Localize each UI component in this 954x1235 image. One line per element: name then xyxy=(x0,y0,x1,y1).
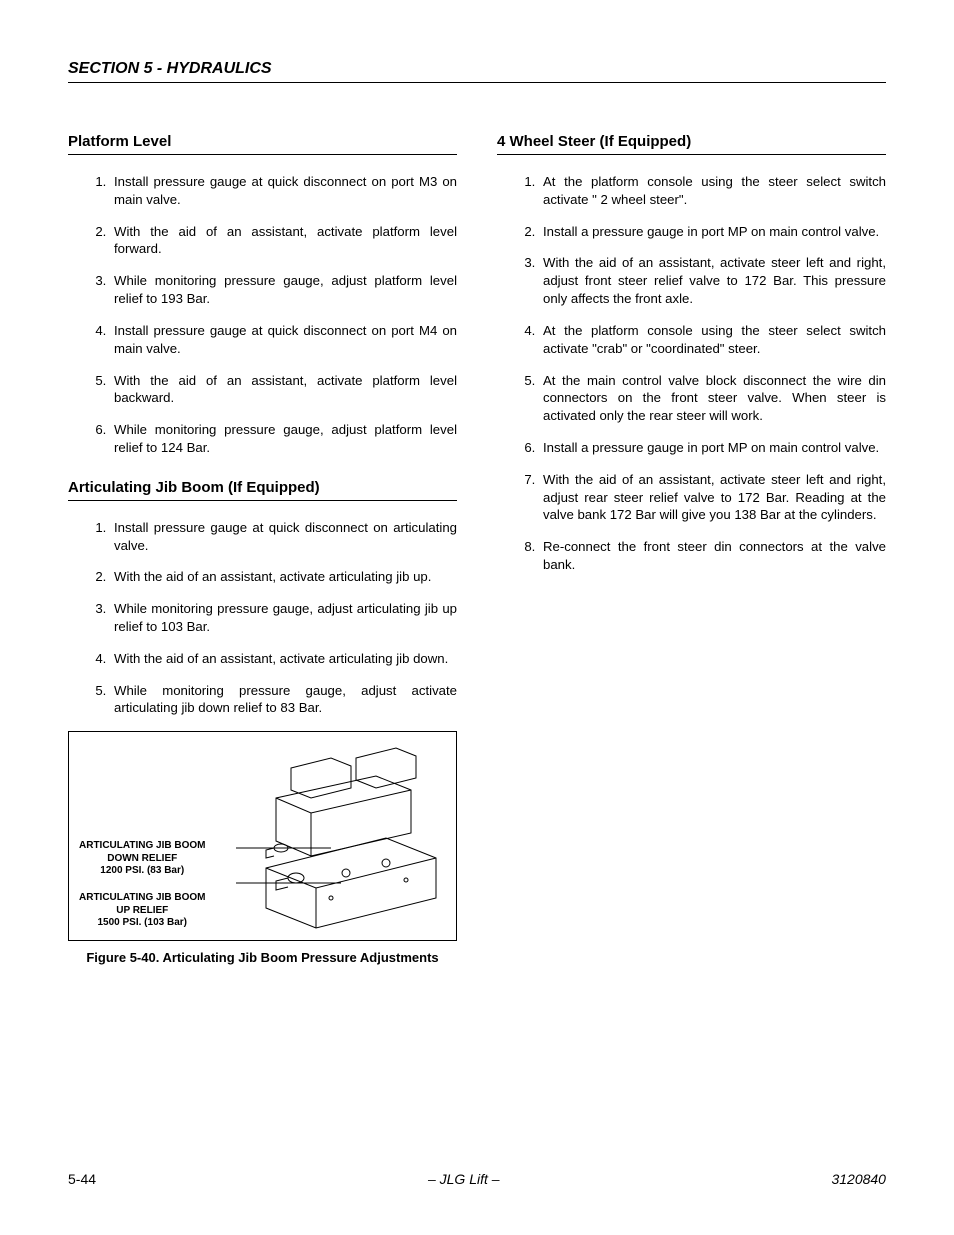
figure-label-down: ARTICULATING JIB BOOM DOWN RELIEF 1200 P… xyxy=(79,840,205,878)
list-item: Install pressure gauge at quick disconne… xyxy=(110,173,457,209)
list-item: While monitoring pressure gauge, adjust … xyxy=(110,272,457,308)
list-item: With the aid of an assistant, activate p… xyxy=(110,223,457,259)
footer-page-number: 5-44 xyxy=(68,1171,96,1187)
footer-brand: – JLG Lift – xyxy=(428,1171,500,1187)
list-item: Install pressure gauge at quick disconne… xyxy=(110,519,457,555)
list-item: With the aid of an assistant, activate a… xyxy=(110,568,457,586)
list-item: Install a pressure gauge in port MP on m… xyxy=(539,223,886,241)
list-item: While monitoring pressure gauge, adjust … xyxy=(110,600,457,636)
left-column: Platform Level Install pressure gauge at… xyxy=(68,133,457,967)
list-item: With the aid of an assistant, activate s… xyxy=(539,254,886,307)
list-4-wheel-steer: At the platform console using the steer … xyxy=(497,173,886,574)
page: SECTION 5 - HYDRAULICS Platform Level In… xyxy=(0,0,954,1235)
list-item: At the platform console using the steer … xyxy=(539,173,886,209)
list-jib-boom: Install pressure gauge at quick disconne… xyxy=(68,519,457,718)
list-item: While monitoring pressure gauge, adjust … xyxy=(110,682,457,718)
list-item: With the aid of an assistant, activate a… xyxy=(110,650,457,668)
list-item: At the platform console using the steer … xyxy=(539,322,886,358)
figure-label-up: ARTICULATING JIB BOOM UP RELIEF 1500 PSI… xyxy=(79,892,205,930)
content-columns: Platform Level Install pressure gauge at… xyxy=(68,133,886,967)
valve-diagram-icon xyxy=(236,738,446,936)
list-item: At the main control valve block disconne… xyxy=(539,372,886,425)
list-item: Install pressure gauge at quick disconne… xyxy=(110,322,457,358)
heading-4-wheel-steer: 4 Wheel Steer (If Equipped) xyxy=(497,133,886,155)
list-item: With the aid of an assistant, activate p… xyxy=(110,372,457,408)
section-header: SECTION 5 - HYDRAULICS xyxy=(68,60,886,83)
page-footer: 5-44 – JLG Lift – 3120840 xyxy=(68,1171,886,1187)
list-item: With the aid of an assistant, activate s… xyxy=(539,471,886,524)
list-item: Re-connect the front steer din connector… xyxy=(539,538,886,574)
figure-box: ARTICULATING JIB BOOM DOWN RELIEF 1200 P… xyxy=(68,731,457,941)
list-platform-level: Install pressure gauge at quick disconne… xyxy=(68,173,457,457)
list-item: While monitoring pressure gauge, adjust … xyxy=(110,421,457,457)
heading-jib-boom: Articulating Jib Boom (If Equipped) xyxy=(68,479,457,501)
figure-caption: Figure 5-40. Articulating Jib Boom Press… xyxy=(68,949,457,967)
right-column: 4 Wheel Steer (If Equipped) At the platf… xyxy=(497,133,886,967)
heading-platform-level: Platform Level xyxy=(68,133,457,155)
list-item: Install a pressure gauge in port MP on m… xyxy=(539,439,886,457)
footer-doc-number: 3120840 xyxy=(831,1171,886,1187)
